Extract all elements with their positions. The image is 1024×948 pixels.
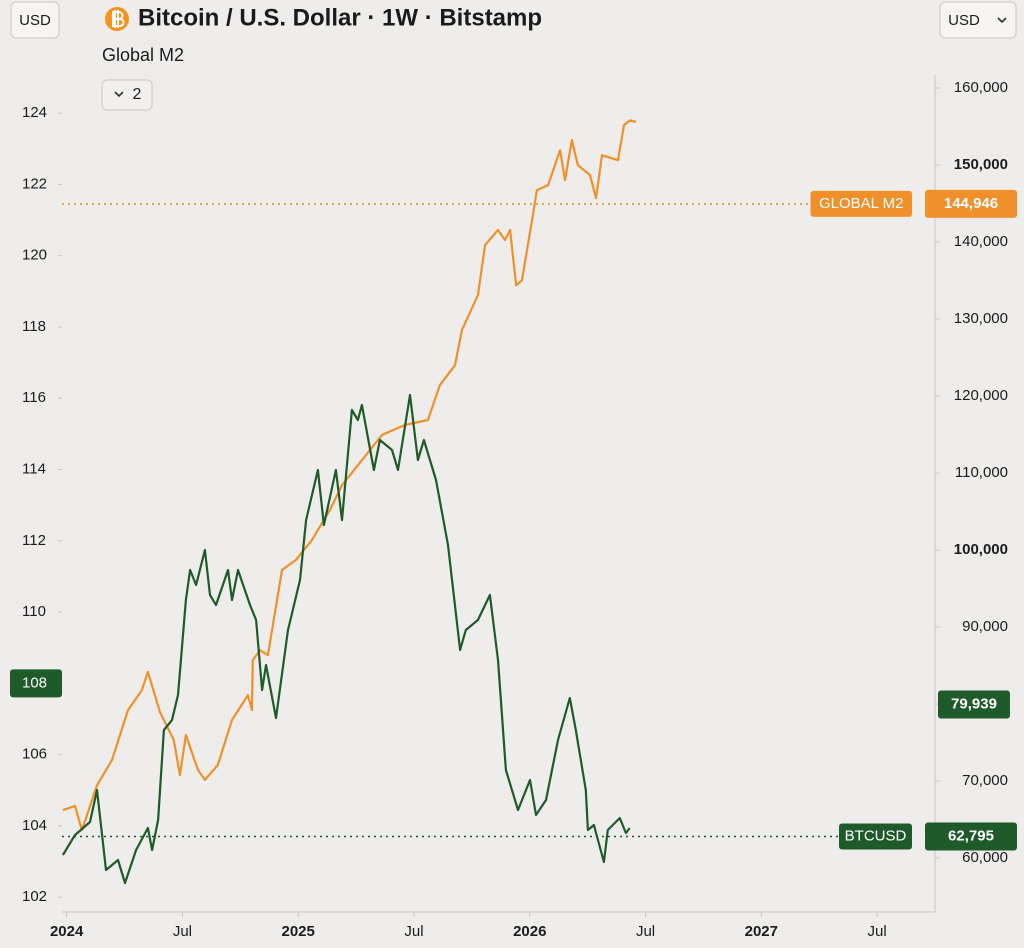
series-line bbox=[62, 119, 637, 832]
y2-tick-label: 160,000 bbox=[954, 79, 1008, 96]
y-tick-label: 102 bbox=[22, 888, 47, 905]
currency-label: USD bbox=[19, 12, 51, 29]
price-value-box bbox=[925, 189, 1017, 218]
y-tick-label: 110 bbox=[22, 603, 46, 620]
bitcoin-icon-glyph bbox=[112, 10, 125, 28]
price-value-box bbox=[925, 822, 1017, 851]
y-tick-label: 114 bbox=[22, 460, 46, 477]
price-name-box bbox=[839, 823, 912, 850]
y-tick-label: 124 bbox=[22, 104, 47, 121]
legend-entry: Global M2 bbox=[102, 45, 184, 65]
crosshair-y-box bbox=[10, 669, 62, 698]
y2-tick-label: 110,000 bbox=[955, 464, 1008, 481]
y2-tick-label: 140,000 bbox=[954, 233, 1008, 250]
y-tick-label: 118 bbox=[22, 318, 46, 335]
crosshair-y-label: 108 bbox=[22, 674, 47, 691]
price-value: 62,795 bbox=[948, 827, 994, 844]
y-tick-label: 106 bbox=[22, 746, 47, 763]
chevron-icon bbox=[114, 91, 124, 98]
y-tick-label: 120 bbox=[22, 247, 47, 264]
y2-tick-label: 100,000 bbox=[954, 541, 1008, 558]
x-tick-label: Jul bbox=[868, 923, 887, 940]
y-tick-label: 122 bbox=[22, 175, 47, 192]
currency-dropdown[interactable] bbox=[939, 1, 1017, 39]
y2-tick-label: 120,000 bbox=[954, 387, 1008, 404]
y2-tick-label: 60,000 bbox=[962, 849, 1008, 866]
collapsed-count: 2 bbox=[133, 86, 142, 103]
x-tick-label: Jul bbox=[636, 923, 655, 940]
series-line bbox=[61, 393, 631, 885]
x-tick-label: 2026 bbox=[513, 923, 546, 940]
y-tick-label: 112 bbox=[22, 532, 46, 549]
price-name-box bbox=[810, 190, 912, 217]
x-tick-label: 2024 bbox=[50, 923, 84, 940]
x-tick-label: 2027 bbox=[745, 923, 778, 940]
collapse-button[interactable] bbox=[101, 79, 153, 111]
y2-tick-label: 130,000 bbox=[954, 310, 1008, 327]
chevron-icon bbox=[997, 17, 1007, 24]
y2-tick-label: 90,000 bbox=[962, 618, 1008, 635]
crosshair-y2-label: 79,939 bbox=[951, 695, 997, 712]
currency-dropdown-label: USD bbox=[948, 12, 980, 29]
x-tick-label: Jul bbox=[173, 923, 192, 940]
price-name: BTCUSD bbox=[845, 827, 907, 844]
currency-button[interactable] bbox=[10, 1, 60, 39]
x-tick-label: 2025 bbox=[282, 923, 315, 940]
price-name: GLOBAL M2 bbox=[819, 195, 903, 212]
crosshair-y2-box bbox=[938, 690, 1010, 719]
y2-tick-label: 150,000 bbox=[954, 156, 1008, 173]
y2-tick-label: 70,000 bbox=[962, 772, 1008, 789]
y-tick-label: 104 bbox=[22, 817, 47, 834]
y-tick-label: 116 bbox=[22, 389, 46, 406]
price-value: 144,946 bbox=[944, 195, 998, 212]
chart-title: Bitcoin / U.S. Dollar · 1W · Bitstamp bbox=[138, 4, 542, 31]
x-tick-label: Jul bbox=[404, 923, 423, 940]
